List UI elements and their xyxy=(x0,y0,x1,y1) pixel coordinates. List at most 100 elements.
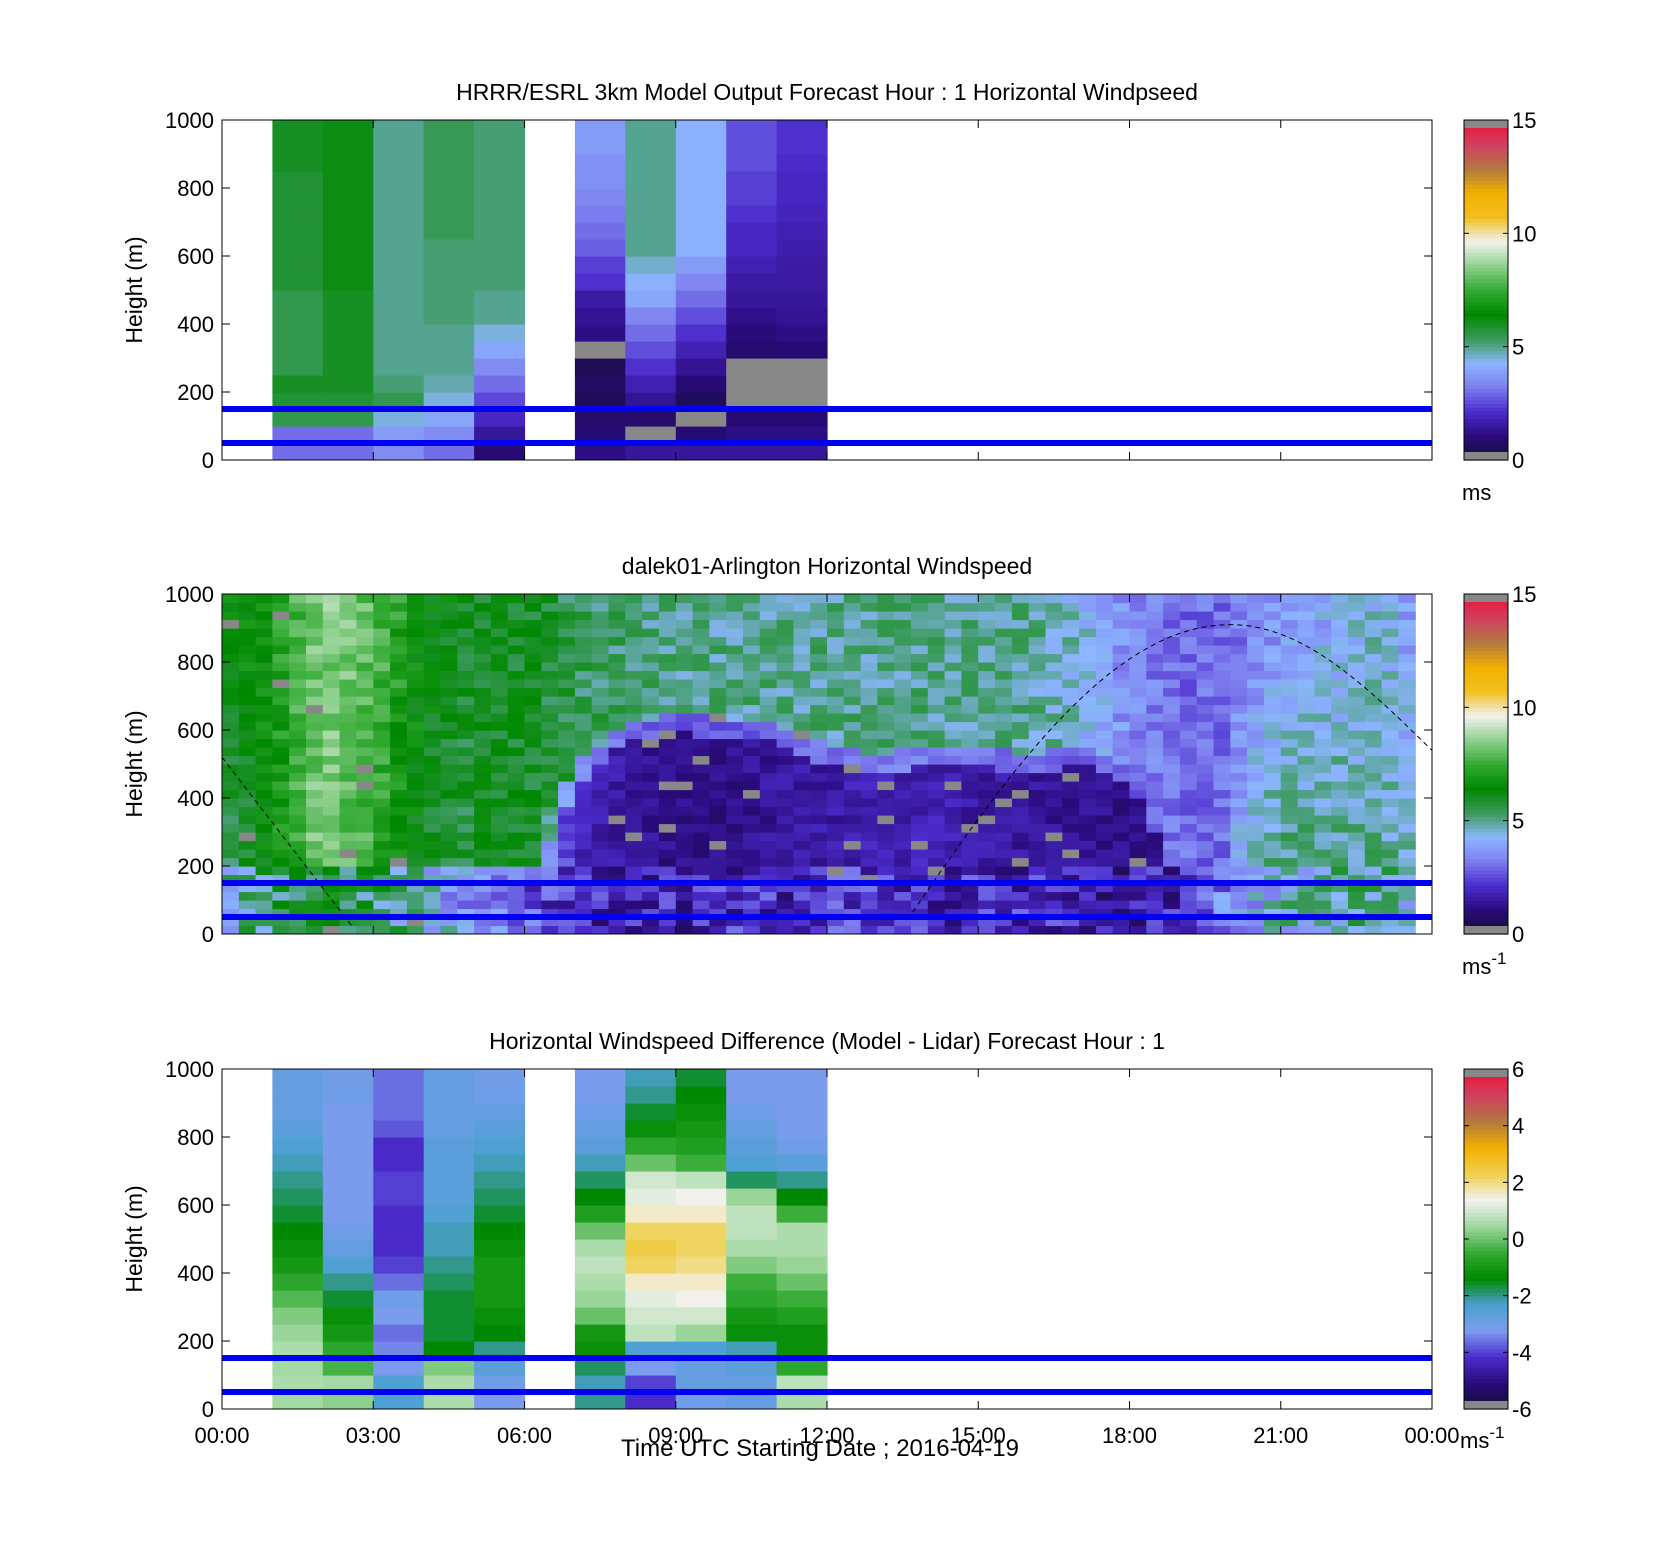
heatmap-cell xyxy=(978,594,996,604)
heatmap-cell xyxy=(759,789,778,799)
heatmap-cell xyxy=(625,738,643,748)
heatmap-cell xyxy=(423,1154,475,1172)
heatmap-cell xyxy=(1179,696,1198,706)
heatmap-cell xyxy=(1314,594,1332,604)
heatmap-cell xyxy=(474,1358,526,1376)
heatmap-cell xyxy=(709,687,727,697)
heatmap-cell xyxy=(776,908,794,918)
colorbar-nan-swatch xyxy=(1464,594,1508,602)
heatmap-cell xyxy=(776,781,794,791)
heatmap-cell xyxy=(675,891,694,901)
colorbar-swatch xyxy=(1464,335,1508,340)
heatmap-cell xyxy=(1112,738,1131,748)
heatmap-cell xyxy=(1079,602,1097,612)
heatmap-cell xyxy=(524,704,542,714)
colorbar-swatch xyxy=(1464,779,1508,784)
heatmap-cell xyxy=(558,874,576,884)
heatmap-cell xyxy=(625,883,643,893)
heatmap-cell xyxy=(642,602,660,612)
heatmap-cell xyxy=(827,679,845,689)
heatmap-cell xyxy=(726,713,744,723)
heatmap-cell xyxy=(373,730,391,740)
heatmap-cell xyxy=(1297,764,1315,774)
heatmap-cell xyxy=(272,721,290,731)
heatmap-cell xyxy=(827,832,845,842)
heatmap-cell xyxy=(1163,653,1181,663)
heatmap-cell xyxy=(591,772,610,782)
heatmap-cell xyxy=(474,789,492,799)
heatmap-cell xyxy=(1247,704,1265,714)
heatmap-cell xyxy=(827,670,845,680)
heatmap-cell xyxy=(222,883,240,893)
heatmap-cell xyxy=(574,662,593,672)
heatmap-cell xyxy=(843,840,862,850)
heatmap-cell xyxy=(524,713,542,723)
heatmap-cell xyxy=(1196,764,1215,774)
heatmap-cell xyxy=(541,781,559,791)
colorbar-swatch xyxy=(1464,1223,1508,1229)
heatmap-cell xyxy=(675,1307,727,1325)
heatmap-cell xyxy=(776,1256,828,1274)
heatmap-cell xyxy=(1364,798,1383,808)
heatmap-cell xyxy=(558,628,576,638)
heatmap-cell xyxy=(944,891,962,901)
heatmap-cell xyxy=(843,755,862,765)
heatmap-cell xyxy=(642,670,660,680)
heatmap-cell xyxy=(726,222,778,240)
heatmap-cell xyxy=(406,662,425,672)
heatmap-cell xyxy=(709,628,727,638)
heatmap-cell xyxy=(1381,823,1399,833)
heatmap-cell xyxy=(574,611,593,621)
heatmap-cell xyxy=(1331,602,1349,612)
heatmap-cell xyxy=(373,1375,425,1393)
heatmap-cell xyxy=(373,392,425,410)
heatmap-cell xyxy=(322,764,341,774)
heatmap-cell xyxy=(810,704,828,714)
heatmap-cell xyxy=(1213,857,1231,867)
sun-elevation-curve xyxy=(907,624,1432,920)
heatmap-cell xyxy=(1230,789,1248,799)
heatmap-cell xyxy=(625,628,643,638)
colorbar-tick-label: 5 xyxy=(1512,809,1524,834)
heatmap-cell xyxy=(440,832,458,842)
heatmap-cell xyxy=(356,670,374,680)
heatmap-cell xyxy=(1348,636,1366,646)
heatmap-cell xyxy=(507,840,526,850)
heatmap-cell xyxy=(877,713,895,723)
colorbar-tick-label: 10 xyxy=(1512,695,1536,720)
heatmap-cell xyxy=(759,891,778,901)
heatmap-cell xyxy=(995,662,1013,672)
heatmap-cell xyxy=(759,823,778,833)
colorbar-swatch xyxy=(1464,609,1508,614)
heatmap-cell xyxy=(591,866,610,876)
heatmap-cell xyxy=(1095,696,1114,706)
heatmap-cell xyxy=(423,645,442,655)
heatmap-cell xyxy=(457,891,475,901)
heatmap-cell xyxy=(474,704,492,714)
heatmap-cell xyxy=(759,764,778,774)
heatmap-cell xyxy=(1230,653,1248,663)
colorbar-swatch xyxy=(1464,1303,1508,1308)
heatmap-cell xyxy=(1348,594,1366,604)
heatmap-cell xyxy=(306,798,324,808)
heatmap-cell xyxy=(474,358,526,376)
heatmap-cell xyxy=(642,832,660,842)
heatmap-cell xyxy=(709,798,727,808)
heatmap-cell xyxy=(574,205,626,223)
heatmap-cell xyxy=(322,1341,374,1359)
heatmap-cell xyxy=(625,874,643,884)
heatmap-cell xyxy=(1045,874,1063,884)
heatmap-cell xyxy=(877,849,895,859)
heatmap-cell xyxy=(608,602,626,612)
heatmap-cell xyxy=(793,602,811,612)
heatmap-cell xyxy=(1095,772,1114,782)
heatmap-cell xyxy=(1179,730,1198,740)
heatmap-cell xyxy=(423,239,475,257)
heatmap-cell xyxy=(827,645,845,655)
heatmap-cell xyxy=(793,917,811,927)
heatmap-cell xyxy=(642,747,660,757)
heatmap-cell xyxy=(625,755,643,765)
heatmap-cell xyxy=(574,1341,626,1359)
heatmap-cell xyxy=(1348,602,1366,612)
heatmap-cell xyxy=(423,1239,475,1257)
